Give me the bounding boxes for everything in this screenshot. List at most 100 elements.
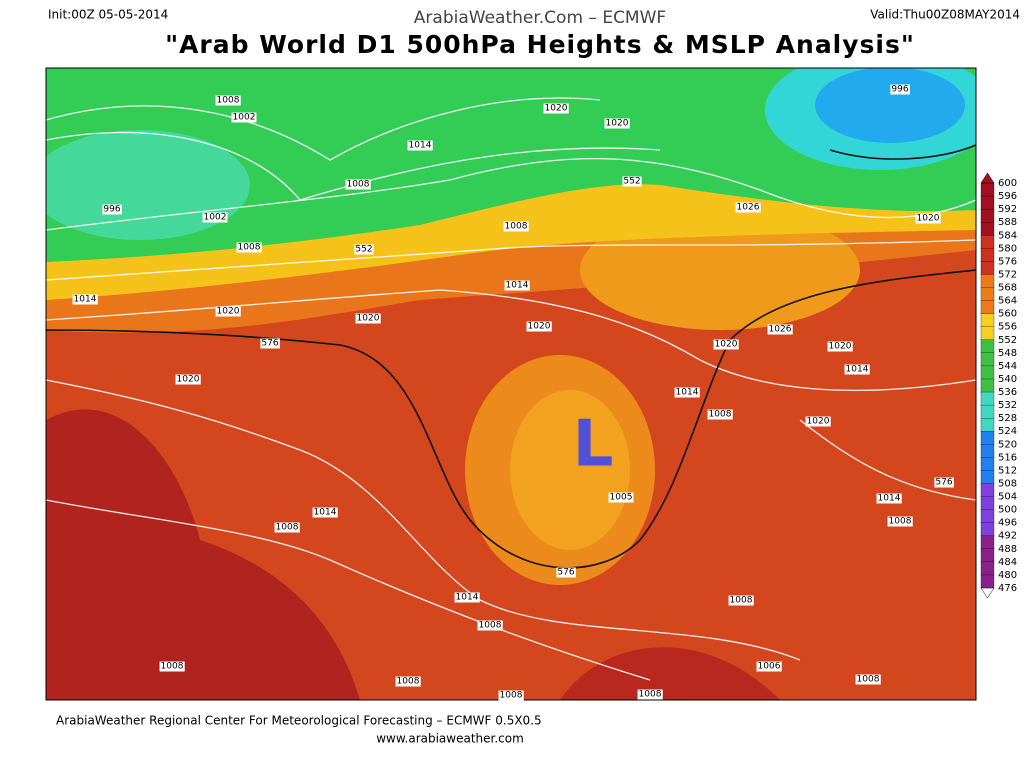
colorbar-label: 500 [998, 505, 1017, 516]
contour-label: 1008 [857, 675, 880, 685]
contour-label-bg [72, 294, 98, 305]
contour-label-bg [526, 321, 552, 332]
colorbar-segment [980, 300, 995, 315]
contour-label-bg [728, 595, 754, 606]
contour-label: 1020 [606, 119, 629, 129]
contour-label: 1008 [161, 662, 184, 672]
contour-label-bg [876, 493, 902, 504]
colorbar-cap [980, 172, 995, 184]
contour-label: 1008 [276, 523, 299, 533]
colorbar-segment [980, 182, 995, 197]
contour-label: 996 [103, 205, 120, 215]
colorbar-label: 532 [998, 400, 1017, 411]
colorbar-label: 504 [998, 492, 1017, 503]
contour-label-bg [477, 620, 503, 631]
contour-label: 1008 [347, 180, 370, 190]
contour-label: 1014 [846, 365, 869, 375]
colorbar-label: 540 [998, 374, 1017, 385]
footer-text: ArabiaWeather Regional Center For Meteor… [56, 714, 542, 728]
colorbar-segment [980, 195, 995, 210]
colorbar-segment [980, 222, 995, 236]
contour-label-bg [236, 242, 262, 253]
colorbar-label: 484 [998, 557, 1017, 568]
colorbar-label: 560 [998, 309, 1017, 320]
colorbar-label: 584 [998, 230, 1017, 241]
contour-label: 1014 [456, 593, 479, 603]
contour-label-bg [915, 213, 941, 224]
contour-label: 1020 [829, 342, 852, 352]
colorbar-cap [980, 587, 995, 599]
contour-label: 1008 [889, 517, 912, 527]
contour-label-bg [407, 140, 433, 151]
colorbar-segment [980, 208, 995, 223]
colorbar-segment [980, 444, 995, 459]
contour-label-bg [805, 416, 831, 427]
contour-label-bg [756, 661, 782, 672]
contour-label-bg [355, 313, 381, 324]
colorbar-label: 580 [998, 243, 1017, 254]
contour-label: 552 [623, 177, 640, 187]
contour-label-bg [215, 306, 241, 317]
contour-label-bg [215, 95, 241, 106]
colorbar-segment [980, 457, 995, 472]
contour-label: 1020 [545, 104, 568, 114]
contour-label: 1020 [528, 322, 551, 332]
contour-label: 996 [891, 85, 908, 95]
low-marker: L [573, 408, 614, 482]
contour-label-bg [890, 84, 910, 95]
contour-label-bg [395, 676, 421, 687]
contour-label: 1008 [505, 222, 528, 232]
colorbar-segment [980, 404, 995, 419]
colorbar-segment [980, 235, 995, 249]
contour-label: 1014 [314, 508, 337, 518]
colorbar-segment [980, 326, 995, 341]
contour-label-bg [202, 212, 228, 223]
colorbar-label: 568 [998, 283, 1017, 294]
colorbar-segment [980, 574, 995, 589]
contour-label: 1014 [878, 494, 901, 504]
contour-label: 576 [261, 339, 278, 349]
contour-label: 1005 [610, 493, 633, 503]
contour-label: 1002 [233, 113, 256, 123]
colorbar-segment [980, 483, 995, 498]
contour-label: 1014 [74, 295, 97, 305]
contour-label-bg [844, 364, 870, 375]
contour-label-bg [312, 507, 338, 518]
contour-label: 1020 [177, 375, 200, 385]
colorbar-label: 516 [998, 452, 1017, 463]
contour-label: 1008 [500, 691, 523, 701]
colorbar-segment [980, 313, 995, 328]
colorbar-segment [980, 391, 995, 406]
colorbar-segment [980, 274, 995, 289]
site-label: ArabiaWeather.Com – ECMWF [414, 8, 666, 28]
colorbar-label: 564 [998, 296, 1017, 307]
contour-label-bg [345, 179, 371, 190]
colorbar-segment [980, 561, 995, 576]
contour-label-bg [604, 118, 630, 129]
colorbar-label: 524 [998, 426, 1017, 437]
colorbar-label: 528 [998, 413, 1017, 424]
contour-label: 1008 [217, 96, 240, 106]
contour-label: 1020 [807, 417, 830, 427]
contour-label-bg [637, 689, 663, 700]
contour-label-bg [827, 341, 853, 352]
contour-label: 552 [355, 245, 372, 255]
contour-label: 1008 [238, 243, 261, 253]
contour-label: 1014 [409, 141, 432, 151]
colorbar: 600 596 592 588 584 580 576 572 568 564 560 556 552 5… [980, 172, 1017, 599]
contour-label: 1020 [917, 214, 940, 224]
colorbar-label: 556 [998, 322, 1017, 333]
contour-label-bg [887, 516, 913, 527]
contour-label-bg [159, 661, 185, 672]
colorbar-label: 572 [998, 269, 1017, 280]
contour-label-bg [855, 674, 881, 685]
colorbar-segment [980, 470, 995, 485]
contour-label-bg [231, 112, 257, 123]
contour-label-bg [556, 567, 576, 578]
contour-label: 1006 [758, 662, 781, 672]
colorbar-segment [980, 535, 995, 550]
contour-label-bg [707, 409, 733, 420]
contour-label: 1008 [730, 596, 753, 606]
colorbar-segment [980, 261, 995, 276]
